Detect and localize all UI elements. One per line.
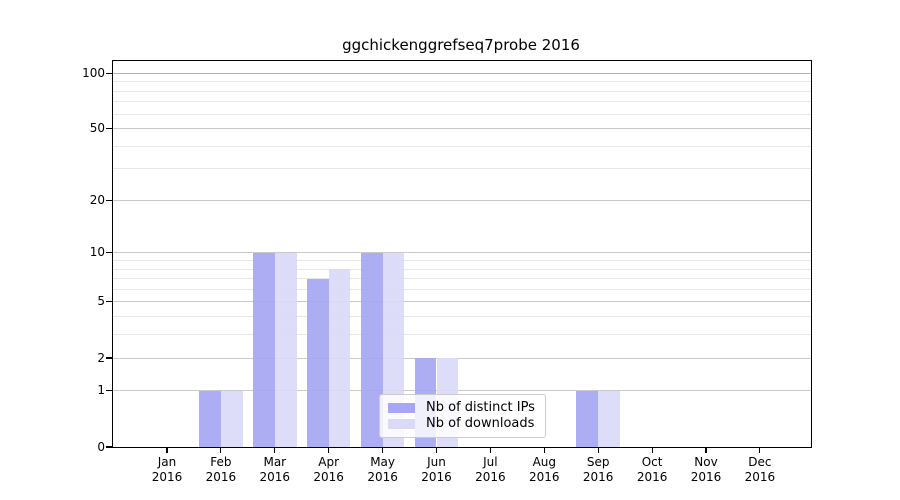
minor-gridline [113, 81, 811, 83]
legend-label: Nb of downloads [426, 416, 535, 431]
y-tick-label: 100 [82, 65, 105, 80]
major-gridline [113, 199, 811, 201]
y-tick-mark [106, 446, 112, 448]
x-tick-mark [274, 447, 276, 453]
major-gridline [113, 357, 811, 359]
minor-gridline [113, 90, 811, 92]
minor-gridline [113, 288, 811, 290]
y-tick-label: 0 [97, 439, 105, 454]
bar-distinct-ips [253, 252, 275, 447]
chart-title: ggchickenggrefseq7probe 2016 [342, 36, 580, 54]
minor-gridline [113, 268, 811, 270]
legend: Nb of distinct IPs Nb of downloads [379, 394, 546, 438]
y-tick-mark [106, 72, 112, 74]
bar-distinct-ips [576, 390, 599, 447]
bar-distinct-ips [360, 252, 383, 447]
major-gridline [113, 72, 811, 74]
legend-row: Nb of distinct IPs [388, 401, 537, 415]
y-tick-mark [106, 390, 112, 392]
x-tick-label: Dec 2016 [744, 455, 776, 484]
y-tick-mark [106, 199, 112, 201]
x-tick-mark [759, 447, 761, 453]
minor-gridline [113, 168, 811, 170]
y-tick-label: 10 [89, 245, 105, 260]
legend-row: Nb of downloads [388, 417, 537, 431]
x-tick-mark [651, 447, 653, 453]
bar-distinct-ips [306, 278, 329, 447]
bar-downloads [328, 269, 351, 447]
minor-gridline [113, 113, 811, 115]
x-tick-label: Jun 2016 [421, 455, 452, 484]
x-tick-label: Jul 2016 [475, 455, 506, 484]
minor-gridline [113, 259, 811, 261]
x-tick-mark [220, 447, 222, 453]
plot-area: Dec 2016 Nov 2016 Oct 2016 Sep 2016 Aug 2016… [82, 60, 812, 484]
bar-downloads [274, 252, 297, 447]
x-tick-mark [166, 447, 168, 453]
x-tick-mark [543, 447, 545, 453]
y-tick-mark [106, 301, 112, 303]
y-tick-mark [106, 357, 112, 359]
x-tick-label: Mar 2016 [259, 455, 291, 484]
x-tick-label: Jan 2016 [151, 455, 183, 484]
major-gridline [113, 390, 811, 392]
x-tick-label: May 2016 [367, 455, 398, 484]
x-tick-label: Sep 2016 [582, 455, 614, 484]
y-tick-label: 2 [97, 350, 105, 365]
x-tick-mark [328, 447, 330, 453]
minor-gridline [113, 316, 811, 318]
y-tick-label: 20 [89, 192, 105, 207]
bar-downloads [598, 390, 620, 447]
major-gridline [113, 252, 811, 254]
x-tick-mark [705, 447, 707, 453]
minor-gridline [113, 334, 811, 336]
y-tick-label: 5 [97, 294, 105, 309]
legend-swatch-icon [388, 403, 415, 413]
x-tick-label: Nov 2016 [690, 455, 722, 484]
x-tick-label: Apr 2016 [313, 455, 344, 484]
x-tick-mark [435, 447, 438, 453]
y-tick-label: 1 [97, 383, 105, 398]
major-gridline [113, 128, 811, 130]
major-gridline [113, 301, 811, 303]
minor-gridline [113, 101, 811, 103]
y-tick-mark [106, 252, 112, 254]
x-tick-label: Oct 2016 [636, 455, 668, 484]
bar-downloads [220, 390, 243, 447]
y-tick-mark [106, 127, 112, 130]
x-tick-label: Aug 2016 [529, 455, 560, 484]
x-tick-mark [597, 447, 599, 453]
minor-gridline [113, 278, 811, 280]
x-tick-label: Feb 2016 [205, 455, 237, 484]
bar-distinct-ips [199, 390, 221, 447]
legend-label: Nb of distinct IPs [426, 400, 535, 415]
x-tick-mark [489, 447, 491, 453]
legend-swatch-icon [388, 419, 415, 429]
x-tick-mark [382, 447, 384, 453]
y-tick-label: 50 [89, 121, 105, 136]
minor-gridline [113, 145, 811, 147]
